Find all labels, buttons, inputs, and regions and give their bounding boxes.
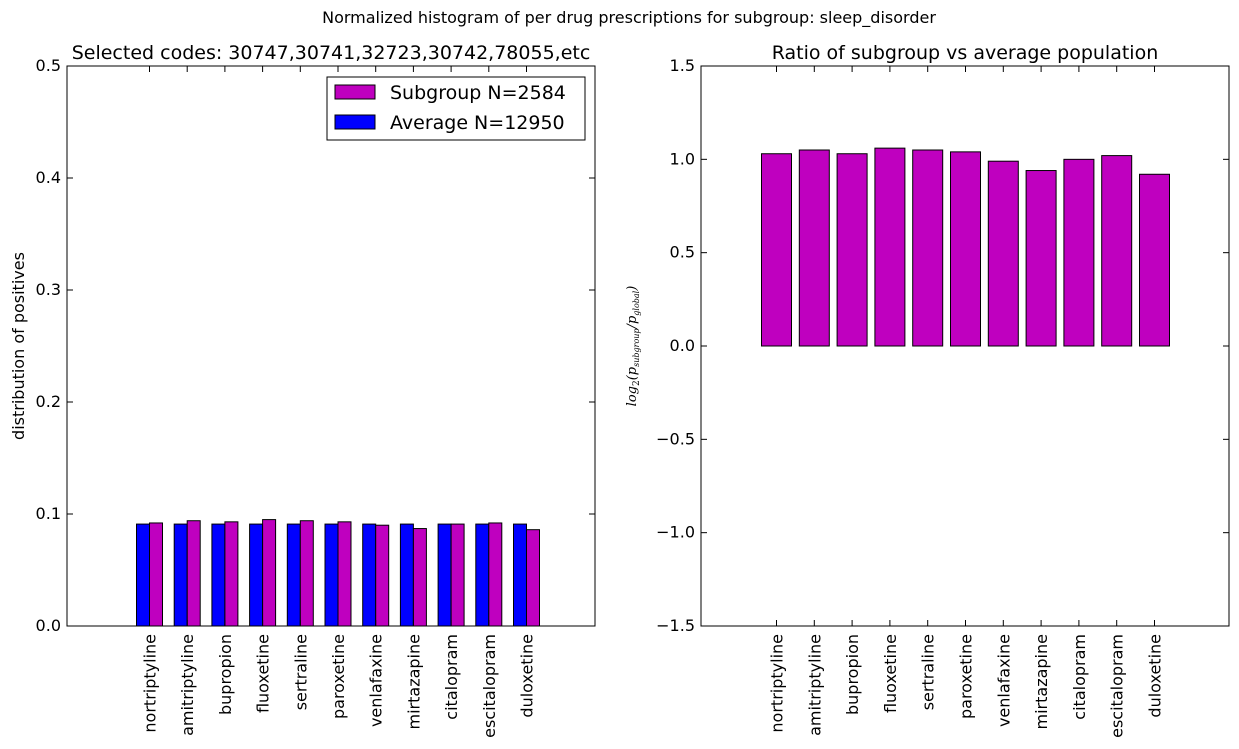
bar-ratio-paroxetine bbox=[950, 151, 981, 347]
chart-distribution-ylabel: distribution of positives bbox=[9, 252, 28, 440]
bar-average-fluoxetine bbox=[249, 523, 264, 627]
bar-subgroup-duloxetine bbox=[526, 529, 540, 627]
xtick-label: sertraline bbox=[919, 634, 938, 710]
xtick-label: venlafaxine bbox=[367, 634, 386, 727]
ytick-label: 0.3 bbox=[36, 280, 61, 299]
figure-suptitle: Normalized histogram of per drug prescri… bbox=[322, 8, 936, 28]
bar-average-paroxetine bbox=[324, 523, 339, 627]
xtick-label: venlafaxine bbox=[994, 634, 1013, 727]
chart-ratio: Ratio of subgroup vs average population … bbox=[625, 42, 1230, 738]
bar-ratio-nortriptyline bbox=[761, 153, 792, 347]
xtick-label: escitalopram bbox=[1108, 634, 1127, 738]
ytick-label: 0.5 bbox=[670, 243, 695, 262]
xtick-label: amitriptyline bbox=[178, 634, 197, 736]
ytick-label: 0.1 bbox=[36, 504, 61, 523]
ytick-label: 0.0 bbox=[670, 336, 695, 355]
xtick-label: nortriptyline bbox=[141, 634, 160, 733]
bar-ratio-mirtazapine bbox=[1025, 170, 1057, 347]
bar-subgroup-sertraline bbox=[299, 520, 314, 627]
chart-distribution: Selected codes: 30747,30741,32723,30742,… bbox=[9, 42, 596, 738]
chart-distribution-legend: Subgroup N=2584 Average N=12950 bbox=[326, 76, 586, 141]
bar-average-venlafaxine bbox=[362, 523, 377, 627]
bar-subgroup-paroxetine bbox=[337, 521, 352, 627]
xtick-label: mirtazapine bbox=[1032, 634, 1051, 729]
bar-average-duloxetine bbox=[513, 523, 527, 627]
bar-average-mirtazapine bbox=[399, 523, 414, 627]
xtick-label: mirtazapine bbox=[404, 634, 423, 729]
chart-ratio-bars bbox=[761, 147, 1170, 347]
legend-swatch-average bbox=[334, 114, 376, 130]
bar-subgroup-mirtazapine bbox=[412, 528, 427, 627]
legend-swatch-subgroup bbox=[334, 84, 376, 100]
xtick-label: paroxetine bbox=[957, 634, 976, 719]
bar-average-bupropion bbox=[211, 523, 226, 627]
chart-ratio-frame bbox=[700, 65, 1230, 627]
bar-ratio-amitriptyline bbox=[798, 149, 830, 347]
chart-ratio-ylabel-text: log2(psubgroup/pglobal) bbox=[625, 286, 642, 407]
ytick-label: 0.0 bbox=[36, 616, 61, 635]
bar-ratio-citalopram bbox=[1063, 158, 1095, 347]
bar-average-sertraline bbox=[286, 523, 301, 627]
bar-average-amitriptyline bbox=[173, 523, 188, 627]
legend-label-average: Average N=12950 bbox=[390, 112, 565, 134]
bar-subgroup-bupropion bbox=[224, 521, 239, 627]
bar-subgroup-venlafaxine bbox=[375, 524, 390, 627]
bar-subgroup-nortriptyline bbox=[149, 522, 163, 627]
bar-ratio-sertraline bbox=[912, 149, 944, 347]
xtick-label: bupropion bbox=[843, 634, 862, 715]
bar-average-citalopram bbox=[437, 523, 452, 627]
bar-average-nortriptyline bbox=[136, 523, 150, 627]
bar-subgroup-escitalopram bbox=[488, 522, 503, 627]
xtick-label: fluoxetine bbox=[881, 634, 900, 713]
chart-ratio-ticks: −1.5 −1.0 −0.5 0.0 0.5 1.0 1.5 nortriptyline ami… bbox=[656, 56, 1229, 738]
xtick-label: citalopram bbox=[442, 634, 461, 720]
bar-subgroup-citalopram bbox=[450, 523, 465, 627]
bar-ratio-venlafaxine bbox=[987, 160, 1019, 347]
chart-distribution-frame bbox=[66, 65, 596, 627]
ytick-label: 1.5 bbox=[670, 56, 695, 75]
bar-ratio-escitalopram bbox=[1101, 155, 1133, 347]
bar-ratio-duloxetine bbox=[1139, 173, 1170, 347]
bar-subgroup-fluoxetine bbox=[262, 519, 277, 627]
xtick-label: bupropion bbox=[216, 634, 235, 715]
chart-distribution-title: Selected codes: 30747,30741,32723,30742,… bbox=[72, 42, 591, 64]
chart-distribution-bars bbox=[136, 519, 540, 627]
ytick-label: −0.5 bbox=[656, 429, 695, 448]
bar-ratio-fluoxetine bbox=[874, 147, 906, 347]
xtick-label: citalopram bbox=[1070, 634, 1089, 720]
xtick-label: duloxetine bbox=[518, 634, 537, 718]
bar-average-escitalopram bbox=[475, 523, 490, 627]
xtick-label: nortriptyline bbox=[768, 634, 787, 733]
chart-distribution-ticks: 0.0 0.1 0.2 0.3 0.4 0.5 nortriptyline amitripty… bbox=[36, 56, 595, 738]
ytick-label: 0.5 bbox=[36, 56, 61, 75]
bar-ratio-bupropion bbox=[836, 153, 868, 347]
xtick-label: amitriptyline bbox=[805, 634, 824, 736]
chart-ratio-title: Ratio of subgroup vs average population bbox=[772, 42, 1159, 64]
xtick-label: duloxetine bbox=[1146, 634, 1165, 718]
ytick-label: 0.4 bbox=[36, 168, 61, 187]
xtick-label: escitalopram bbox=[480, 634, 499, 738]
legend-label-subgroup: Subgroup N=2584 bbox=[390, 82, 566, 104]
bar-subgroup-amitriptyline bbox=[186, 520, 201, 627]
xtick-label: paroxetine bbox=[329, 634, 348, 719]
ytick-label: −1.0 bbox=[656, 523, 695, 542]
ytick-label: 1.0 bbox=[670, 149, 695, 168]
xtick-label: sertraline bbox=[291, 634, 310, 710]
xtick-label: fluoxetine bbox=[254, 634, 273, 713]
chart-ratio-ylabel: log2(psubgroup/pglobal) bbox=[625, 286, 642, 407]
ytick-label: 0.2 bbox=[36, 392, 61, 411]
ytick-label: −1.5 bbox=[656, 616, 695, 635]
